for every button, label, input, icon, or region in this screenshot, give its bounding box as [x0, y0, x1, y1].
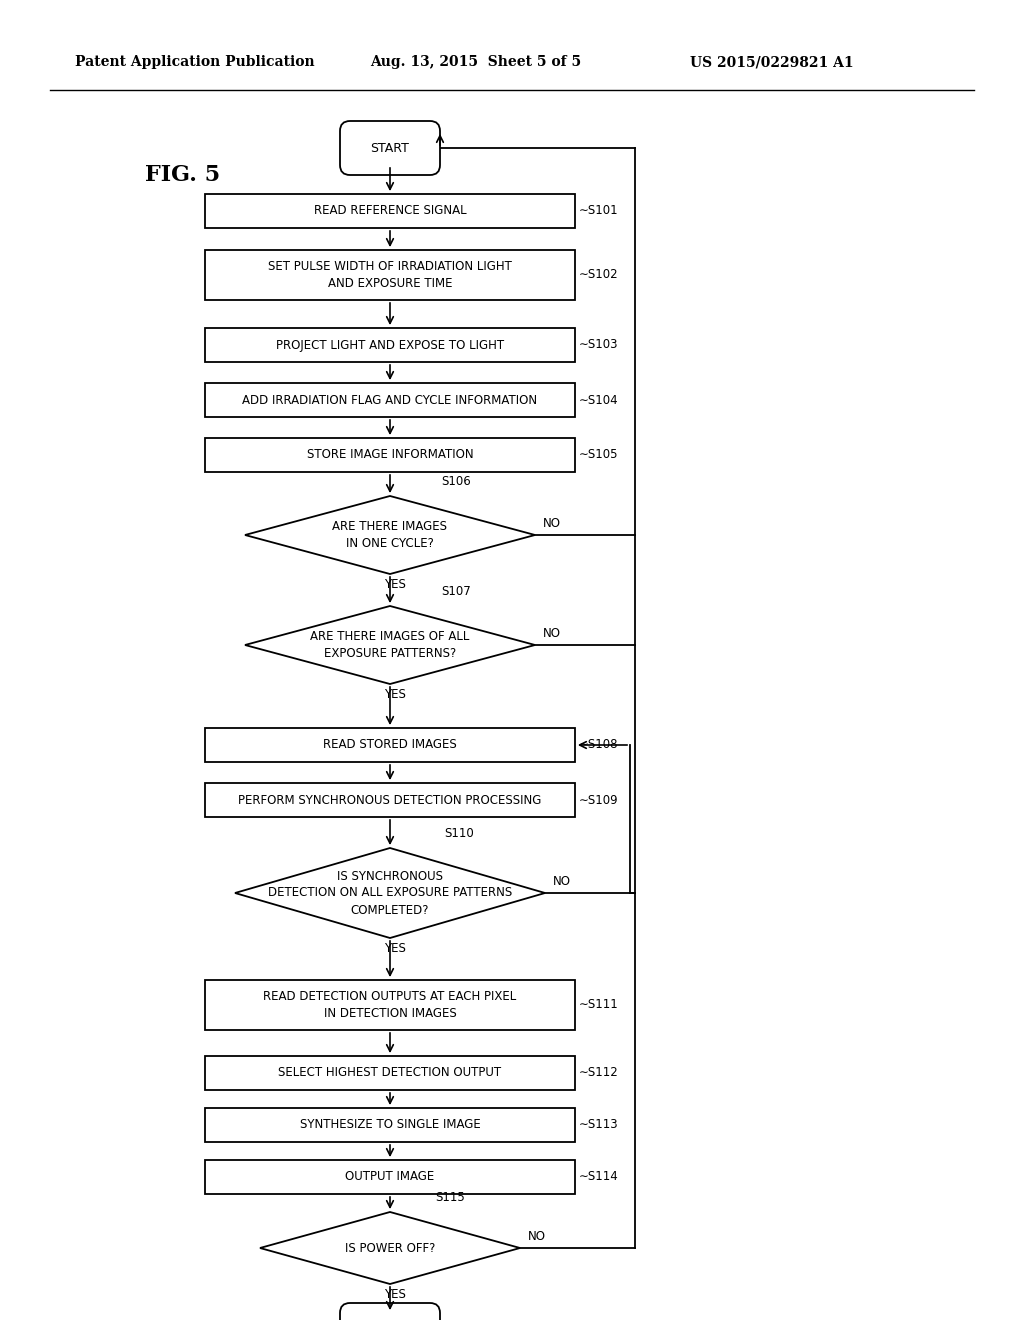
Text: YES: YES	[384, 578, 406, 591]
Text: START: START	[371, 141, 410, 154]
Text: S115: S115	[435, 1191, 465, 1204]
Text: IS SYNCHRONOUS
DETECTION ON ALL EXPOSURE PATTERNS
COMPLETED?: IS SYNCHRONOUS DETECTION ON ALL EXPOSURE…	[268, 870, 512, 916]
Text: SET PULSE WIDTH OF IRRADIATION LIGHT
AND EXPOSURE TIME: SET PULSE WIDTH OF IRRADIATION LIGHT AND…	[268, 260, 512, 290]
Text: NO: NO	[543, 517, 561, 531]
Bar	[205, 979, 575, 1030]
Text: PROJECT LIGHT AND EXPOSE TO LIGHT: PROJECT LIGHT AND EXPOSE TO LIGHT	[275, 338, 504, 351]
Text: ∼S103: ∼S103	[579, 338, 618, 351]
Polygon shape	[260, 1212, 520, 1284]
Polygon shape	[234, 847, 545, 939]
Text: S110: S110	[444, 828, 474, 840]
FancyBboxPatch shape	[340, 1303, 440, 1320]
Bar	[205, 729, 575, 762]
Bar	[205, 1160, 575, 1195]
Bar	[205, 1056, 575, 1090]
Text: ARE THERE IMAGES
IN ONE CYCLE?: ARE THERE IMAGES IN ONE CYCLE?	[333, 520, 447, 550]
Text: ∼S109: ∼S109	[579, 793, 618, 807]
Text: OUTPUT IMAGE: OUTPUT IMAGE	[345, 1171, 434, 1184]
Polygon shape	[245, 606, 535, 684]
Text: US 2015/0229821 A1: US 2015/0229821 A1	[690, 55, 854, 69]
Text: Patent Application Publication: Patent Application Publication	[75, 55, 314, 69]
Text: IS POWER OFF?: IS POWER OFF?	[345, 1242, 435, 1254]
Text: READ STORED IMAGES: READ STORED IMAGES	[324, 738, 457, 751]
Text: ADD IRRADIATION FLAG AND CYCLE INFORMATION: ADD IRRADIATION FLAG AND CYCLE INFORMATI…	[243, 393, 538, 407]
Text: ARE THERE IMAGES OF ALL
EXPOSURE PATTERNS?: ARE THERE IMAGES OF ALL EXPOSURE PATTERN…	[310, 630, 470, 660]
Text: S106: S106	[440, 475, 470, 488]
Text: ∼S113: ∼S113	[579, 1118, 618, 1131]
Text: YES: YES	[384, 688, 406, 701]
Text: NO: NO	[553, 875, 571, 888]
Text: YES: YES	[384, 1288, 406, 1302]
Text: ∼S112: ∼S112	[579, 1067, 618, 1080]
Text: FIG. 5: FIG. 5	[145, 164, 220, 186]
Text: S107: S107	[440, 585, 470, 598]
Bar	[205, 1107, 575, 1142]
Text: ∼S114: ∼S114	[579, 1171, 618, 1184]
Text: PERFORM SYNCHRONOUS DETECTION PROCESSING: PERFORM SYNCHRONOUS DETECTION PROCESSING	[239, 793, 542, 807]
Bar	[205, 438, 575, 473]
Bar	[205, 194, 575, 228]
Text: SYNTHESIZE TO SINGLE IMAGE: SYNTHESIZE TO SINGLE IMAGE	[300, 1118, 480, 1131]
Bar	[205, 327, 575, 362]
Text: YES: YES	[384, 942, 406, 954]
Bar	[205, 249, 575, 300]
Text: NO: NO	[543, 627, 561, 640]
FancyBboxPatch shape	[340, 121, 440, 176]
Text: ∼S102: ∼S102	[579, 268, 618, 281]
Text: STORE IMAGE INFORMATION: STORE IMAGE INFORMATION	[306, 449, 473, 462]
Polygon shape	[245, 496, 535, 574]
Text: READ REFERENCE SIGNAL: READ REFERENCE SIGNAL	[313, 205, 466, 218]
Text: ∼S108: ∼S108	[579, 738, 618, 751]
Bar	[205, 783, 575, 817]
Bar	[205, 383, 575, 417]
Text: ∼S101: ∼S101	[579, 205, 618, 218]
Text: ∼S111: ∼S111	[579, 998, 618, 1011]
Text: ∼S104: ∼S104	[579, 393, 618, 407]
Text: SELECT HIGHEST DETECTION OUTPUT: SELECT HIGHEST DETECTION OUTPUT	[279, 1067, 502, 1080]
Text: Aug. 13, 2015  Sheet 5 of 5: Aug. 13, 2015 Sheet 5 of 5	[370, 55, 582, 69]
Text: ∼S105: ∼S105	[579, 449, 618, 462]
Text: READ DETECTION OUTPUTS AT EACH PIXEL
IN DETECTION IMAGES: READ DETECTION OUTPUTS AT EACH PIXEL IN …	[263, 990, 517, 1020]
Text: NO: NO	[528, 1230, 546, 1243]
